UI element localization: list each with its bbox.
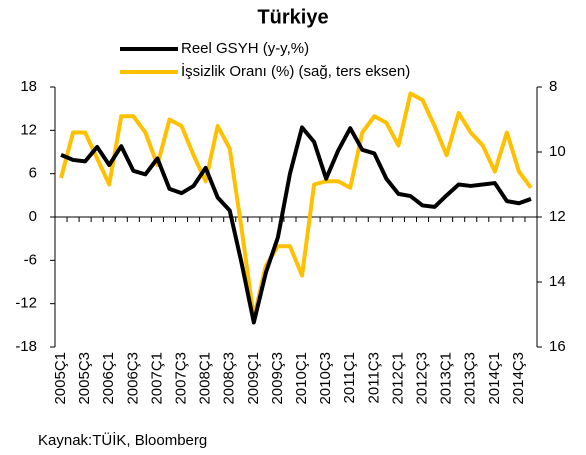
- x-tick-label: 2005Ç1: [52, 352, 69, 405]
- legend-label: İşsizlik Oranı (%) (sağ, ters eksen): [181, 62, 410, 80]
- y2-tick-label: 8: [549, 78, 557, 95]
- x-tick-label: 2009Ç3: [269, 352, 286, 405]
- y2-tick-label: 10: [549, 143, 566, 160]
- x-tick-label: 2012Ç1: [389, 352, 406, 405]
- x-tick-label: 2011Ç1: [341, 352, 358, 403]
- legend-label: Reel GSYH (y-y,%): [181, 40, 309, 57]
- y-tick-label: 18: [20, 78, 37, 95]
- x-tick-label: 2010Ç1: [293, 352, 310, 405]
- y-tick-label: -12: [15, 295, 37, 312]
- x-tick-label: 2008Ç3: [221, 352, 238, 405]
- chart-title: Türkiye: [257, 6, 328, 28]
- y2-tick-label: 12: [549, 208, 566, 225]
- y-tick-label: 0: [29, 208, 37, 225]
- series-line: [59, 91, 533, 320]
- y-tick-label: 6: [29, 165, 37, 182]
- x-tick-label: 2006Ç3: [124, 352, 141, 405]
- x-tick-label: 2013Ç1: [438, 352, 455, 405]
- source-note: Kaynak:TÜİK, Bloomberg: [38, 431, 207, 449]
- x-tick-label: 2007Ç1: [148, 352, 165, 405]
- x-tick-label: 2007Ç3: [172, 352, 189, 405]
- y2-tick-label: 14: [549, 273, 566, 290]
- y2-tick-label: 16: [549, 338, 566, 355]
- series-line: [60, 125, 532, 325]
- x-tick-label: 2006Ç1: [100, 352, 117, 405]
- y-tick-label: 12: [20, 121, 37, 138]
- x-tick-label: 2008Ç1: [197, 352, 214, 405]
- x-tick-label: 2014Ç3: [510, 352, 527, 405]
- x-tick-label: 2010Ç3: [317, 352, 334, 405]
- x-tick-label: 2014Ç1: [486, 352, 503, 405]
- x-tick-label: 2011Ç3: [365, 352, 382, 403]
- x-tick-label: 2005Ç3: [76, 352, 93, 405]
- x-tick-label: 2012Ç3: [413, 352, 430, 405]
- y-tick-label: -18: [15, 338, 37, 355]
- x-tick-label: 2013Ç3: [462, 352, 479, 405]
- x-tick-label: 2009Ç1: [245, 352, 262, 405]
- y-tick-label: -6: [24, 251, 37, 268]
